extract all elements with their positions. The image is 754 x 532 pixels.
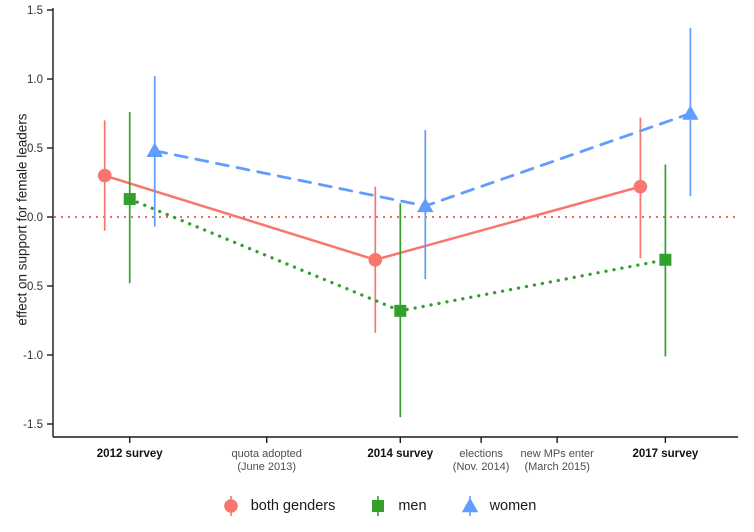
point-triangle [417,197,434,213]
x-tick-sublabel: (Nov. 2014) [453,461,510,473]
point-triangle [146,142,163,157]
legend-item-men: men [365,492,427,520]
y-tick-label: 0.0 [27,212,43,224]
point-triangle [461,497,478,513]
series-line-men [128,197,668,313]
chart-canvas: 1.5 1.0 0.5 0.0 -0.5 -1.0 -1.5 2012 survey quota… [23,5,738,473]
y-tick-label: -1.5 [23,419,43,431]
point-square [372,500,385,512]
x-tick-sublabel: (June 2013) [237,461,296,473]
x-tick-label: 2012 survey [97,448,163,460]
y-tick-label: 0.5 [27,143,43,155]
legend-item-women: women [457,492,537,520]
circle-legend-marker-icon [223,496,238,516]
y-tick-label: -0.5 [23,281,43,293]
legend-item-both-genders: both genders [218,492,336,520]
legend-label: women [489,498,537,514]
point-square [394,304,407,317]
point-circle [223,499,238,513]
point-square [659,253,672,266]
point-square [123,193,136,206]
y-tick-label: 1.0 [27,74,43,86]
chart-legend: both genders men women [0,492,754,520]
x-tick-sublabel: (March 2015) [524,461,589,473]
series-line-women [153,112,692,208]
legend-label: men [398,498,427,514]
x-tick-label: quota adopted [232,448,302,460]
x-tick-label: 2014 survey [367,448,433,460]
point-circle [97,168,112,183]
y-tick-label: -1.0 [23,350,43,362]
x-tick-label: 2017 survey [632,448,698,460]
square-legend-marker-icon [372,496,385,516]
legend-label: both genders [250,498,336,514]
point-circle [368,252,383,267]
y-axis-title: effect on support for female leaders [14,113,30,326]
x-tick-label: elections [459,448,503,460]
point-circle [633,179,648,194]
x-tick-label: new MPs enter [520,448,594,460]
y-tick-label: 1.5 [27,5,43,17]
triangle-legend-marker-icon [461,496,478,516]
point-triangle [682,105,699,120]
series-line-both-genders [103,174,642,262]
